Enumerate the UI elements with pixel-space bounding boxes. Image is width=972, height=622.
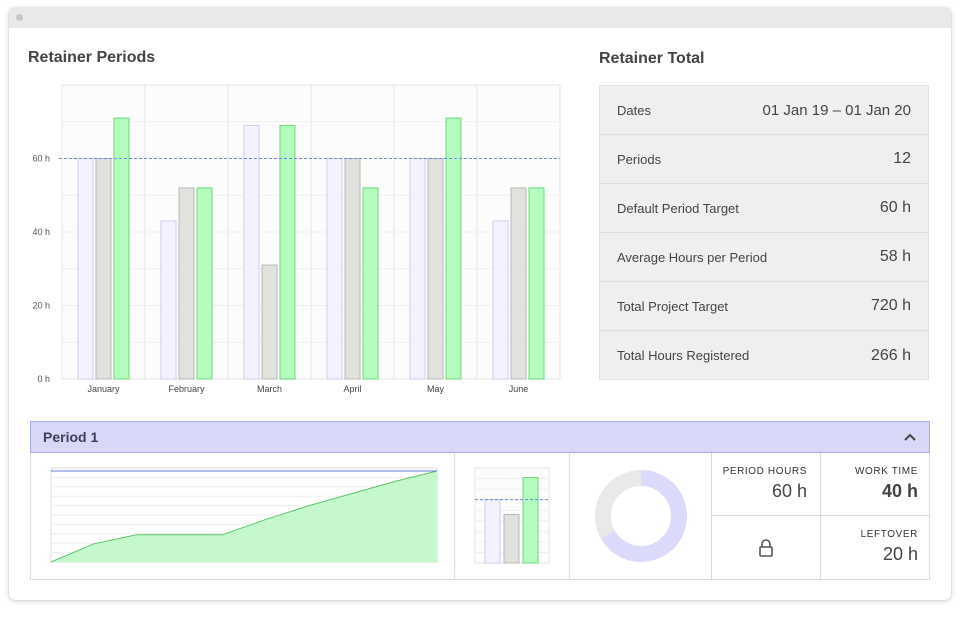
- chart-bar: [344, 158, 361, 380]
- chart-bar: [243, 124, 260, 380]
- totals-value-average-hours: 58 h: [879, 248, 911, 265]
- work-time-donut: [595, 470, 687, 562]
- chart-bar: [427, 158, 444, 380]
- chart-bar: [196, 187, 213, 380]
- chart-bar: [279, 124, 296, 380]
- work-time-cell: WORK TIME 40 h: [821, 453, 931, 516]
- mini-bar: [484, 499, 501, 564]
- chart-x-tick-label: March: [257, 384, 282, 394]
- totals-title: Retainer Total: [599, 50, 705, 67]
- totals-label-dates: Dates: [617, 102, 651, 118]
- chevron-up-icon[interactable]: [903, 432, 917, 442]
- cumulative-area: [51, 471, 437, 562]
- chart-x-tick-label: January: [87, 384, 120, 394]
- totals-label-average-hours: Average Hours per Period: [617, 249, 768, 265]
- chart-y-tick-label: 40 h: [32, 227, 50, 237]
- chart-bar: [178, 187, 195, 380]
- chart-y-tick-label: 20 h: [32, 301, 50, 311]
- totals-row: Periods 12: [600, 135, 928, 184]
- retainer-totals-table: Dates 01 Jan 19 – 01 Jan 20 Periods 12 D…: [599, 85, 929, 380]
- period-hours-label: PERIOD HOURS: [722, 466, 807, 477]
- totals-value-project-target: 720 h: [870, 297, 911, 314]
- totals-row: Total Project Target 720 h: [600, 282, 928, 331]
- chart-bar: [510, 187, 527, 380]
- chart-x-tick-label: February: [168, 384, 205, 394]
- period-mini-bar-chart: [474, 467, 550, 564]
- chart-bar: [362, 187, 379, 380]
- cumulative-line: [50, 470, 438, 563]
- totals-row: Average Hours per Period 58 h: [600, 233, 928, 282]
- cumulative-hours-chart: [50, 467, 438, 563]
- work-time-value: 40 h: [881, 481, 918, 501]
- leftover-label: LEFTOVER: [860, 529, 918, 540]
- app-window: Retainer Periods Retainer Total 0 h 20 h 4…: [9, 8, 951, 600]
- chart-bar: [77, 158, 94, 380]
- work-time-stat: WORK TIME 40 h: [855, 466, 931, 502]
- period-hours-stat: PERIOD HOURS 60 h: [723, 466, 820, 502]
- chart-bar: [160, 220, 177, 380]
- chart-bar: [261, 264, 278, 380]
- period-header[interactable]: Period 1: [30, 421, 930, 453]
- totals-label-periods: Periods: [617, 151, 662, 167]
- chart-bar: [326, 158, 343, 380]
- period-panel: PERIOD HOURS 60 h WORK TIME 40 h LEFTOVE…: [30, 453, 931, 580]
- totals-value-hours-registered: 266 h: [870, 346, 911, 364]
- totals-label-project-target: Total Project Target: [617, 298, 729, 314]
- period-title: Period 1: [43, 429, 99, 445]
- chart-bar: [445, 117, 462, 380]
- mini-bars-cell: [455, 453, 570, 579]
- mini-bar: [503, 513, 520, 564]
- totals-row: Dates 01 Jan 19 – 01 Jan 20: [600, 86, 928, 135]
- chart-y-tick-label: 0 h: [37, 374, 50, 384]
- totals-label-default-target: Default Period Target: [617, 200, 739, 216]
- chart-bar: [409, 158, 426, 380]
- window-dot-icon[interactable]: [16, 14, 23, 21]
- chart-bar: [95, 158, 112, 380]
- leftover-value: 20 h: [882, 544, 918, 564]
- period-hours-value: 60 h: [771, 481, 807, 501]
- lock-icon: [759, 538, 773, 557]
- totals-label-hours-registered: Total Hours Registered: [617, 348, 750, 363]
- totals-value-periods: 12: [893, 150, 911, 167]
- chart-y-tick-label: 60 h: [32, 154, 50, 164]
- window-titlebar: [9, 8, 951, 28]
- period-hours-cell: PERIOD HOURS 60 h: [712, 453, 821, 516]
- chart-x-tick-label: May: [427, 384, 445, 394]
- chart-x-tick-label: April: [343, 384, 361, 394]
- donut-progress: [595, 470, 687, 562]
- leftover-cell: LEFTOVER 20 h: [821, 516, 931, 579]
- mini-bar: [522, 477, 539, 564]
- chart-bar: [492, 220, 509, 380]
- chart-x-tick-label: June: [509, 384, 529, 394]
- chart-bar: [113, 117, 130, 380]
- page-title: Retainer Periods: [28, 49, 156, 66]
- totals-row: Default Period Target 60 h: [600, 184, 928, 233]
- donut-cell: [570, 453, 712, 579]
- cumulative-cell: [31, 453, 455, 579]
- retainer-periods-chart: 0 h 20 h 40 h 60 h January February March April…: [32, 84, 561, 394]
- chart-bar: [528, 187, 545, 380]
- leftover-stat: LEFTOVER 20 h: [861, 529, 931, 565]
- totals-row: Total Hours Registered 266 h: [600, 331, 928, 380]
- totals-value-default-target: 60 h: [879, 199, 911, 216]
- lock-button[interactable]: [712, 516, 821, 579]
- period-stats-grid: PERIOD HOURS 60 h WORK TIME 40 h LEFTOVE…: [712, 453, 931, 579]
- work-time-label: WORK TIME: [855, 466, 918, 477]
- totals-value-dates: 01 Jan 19 – 01 Jan 20: [762, 101, 911, 119]
